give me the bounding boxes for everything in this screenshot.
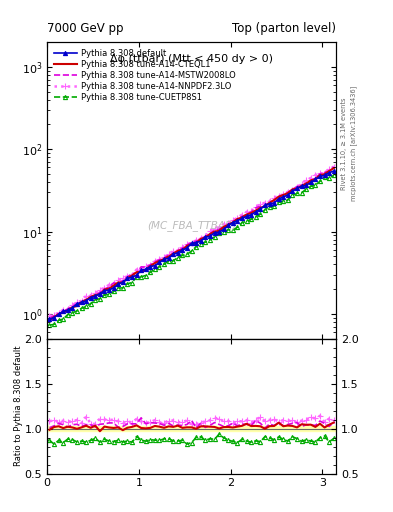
Pythia 8.308 tune-CUETP8S1 [134, 274, 139, 280]
Text: mcplots.cern.ch [arXiv:1306.3436]: mcplots.cern.ch [arXiv:1306.3436] [351, 86, 357, 201]
Pythia 8.308 default [189, 240, 194, 246]
Pythia 8.308 default [180, 247, 185, 253]
Pythia 8.308 tune-A14-MSTW2008LO [134, 270, 139, 276]
Pythia 8.308 tune-A14-MSTW2008LO [125, 274, 130, 280]
Line: Pythia 8.308 tune-A14-NNPDF2.3LO: Pythia 8.308 tune-A14-NNPDF2.3LO [47, 164, 336, 318]
Pythia 8.308 tune-CUETP8S1 [244, 218, 249, 224]
Pythia 8.308 tune-A14-NNPDF2.3LO [180, 244, 185, 250]
Pythia 8.308 default [244, 213, 249, 219]
Pythia 8.308 default [331, 168, 336, 174]
Pythia 8.308 tune-A14-MSTW2008LO [189, 240, 194, 246]
Pythia 8.308 tune-CUETP8S1 [331, 172, 336, 178]
Pythia 8.308 tune-A14-NNPDF2.3LO [47, 313, 52, 319]
Pythia 8.308 tune-A14-MSTW2008LO [47, 315, 52, 322]
Text: 7000 GeV pp: 7000 GeV pp [47, 22, 124, 35]
Line: Pythia 8.308 tune-A14-CTEQL1: Pythia 8.308 tune-A14-CTEQL1 [50, 168, 334, 321]
Text: Δφ (ttbar) (Mtt < 450 dy > 0): Δφ (ttbar) (Mtt < 450 dy > 0) [110, 54, 273, 64]
Pythia 8.308 tune-A14-CTEQL1 [331, 165, 336, 172]
Pythia 8.308 tune-A14-NNPDF2.3LO [189, 240, 194, 246]
Pythia 8.308 tune-CUETP8S1 [125, 281, 130, 287]
Pythia 8.308 tune-A14-NNPDF2.3LO [244, 209, 249, 215]
Bar [47, 426, 336, 431]
Pythia 8.308 tune-A14-CTEQL1 [189, 241, 194, 247]
Line: Pythia 8.308 tune-CUETP8S1: Pythia 8.308 tune-CUETP8S1 [48, 173, 336, 327]
Pythia 8.308 tune-A14-MSTW2008LO [331, 164, 336, 170]
Pythia 8.308 tune-CUETP8S1 [327, 176, 332, 182]
Pythia 8.308 tune-A14-CTEQL1 [244, 211, 249, 218]
Pythia 8.308 tune-A14-CTEQL1 [134, 269, 139, 275]
Pythia 8.308 default [327, 169, 332, 176]
Pythia 8.308 tune-A14-CTEQL1 [47, 318, 52, 324]
Legend: Pythia 8.308 default, Pythia 8.308 tune-A14-CTEQL1, Pythia 8.308 tune-A14-MSTW20: Pythia 8.308 default, Pythia 8.308 tune-… [51, 46, 239, 104]
Pythia 8.308 tune-A14-NNPDF2.3LO [331, 163, 336, 169]
Pythia 8.308 default [125, 275, 130, 282]
Pythia 8.308 tune-A14-MSTW2008LO [244, 211, 249, 218]
Pythia 8.308 tune-A14-NNPDF2.3LO [125, 273, 130, 279]
Pythia 8.308 default [47, 316, 52, 323]
Line: Pythia 8.308 tune-A14-MSTW2008LO: Pythia 8.308 tune-A14-MSTW2008LO [50, 167, 334, 318]
Pythia 8.308 tune-CUETP8S1 [47, 322, 52, 328]
Pythia 8.308 tune-A14-CTEQL1 [327, 168, 332, 174]
Pythia 8.308 tune-A14-MSTW2008LO [327, 168, 332, 174]
Pythia 8.308 tune-CUETP8S1 [189, 248, 194, 254]
Pythia 8.308 tune-A14-NNPDF2.3LO [134, 266, 139, 272]
Pythia 8.308 tune-A14-CTEQL1 [125, 275, 130, 282]
Pythia 8.308 tune-A14-CTEQL1 [180, 247, 185, 253]
Pythia 8.308 tune-A14-NNPDF2.3LO [327, 166, 332, 172]
Pythia 8.308 tune-A14-MSTW2008LO [180, 245, 185, 251]
Text: Top (parton level): Top (parton level) [232, 22, 336, 35]
Pythia 8.308 tune-CUETP8S1 [180, 252, 185, 259]
Line: Pythia 8.308 default: Pythia 8.308 default [48, 169, 336, 322]
Y-axis label: Ratio to Pythia 8.308 default: Ratio to Pythia 8.308 default [14, 346, 23, 466]
Pythia 8.308 default [134, 272, 139, 279]
Text: Rivet 3.1.10, ≥ 3.1M events: Rivet 3.1.10, ≥ 3.1M events [341, 97, 347, 189]
Text: (MC_FBA_TTBAR): (MC_FBA_TTBAR) [147, 221, 236, 231]
